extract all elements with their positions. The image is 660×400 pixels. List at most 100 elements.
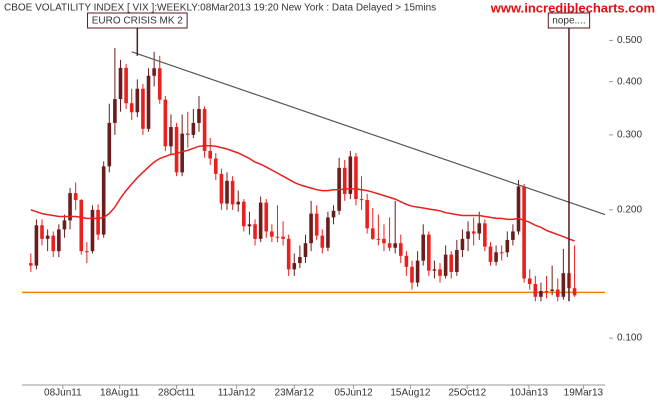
candle-body (253, 224, 257, 239)
candle-body (298, 257, 302, 264)
candle-body (539, 290, 543, 297)
y-tick-label: 0.200 (617, 205, 642, 216)
candle-body (79, 199, 84, 252)
candle-body (202, 109, 207, 151)
candle-body (483, 223, 487, 247)
candle-body (511, 231, 515, 240)
candle-body (57, 229, 61, 252)
candle-body (348, 156, 353, 194)
candle-body (107, 122, 112, 167)
candle-body (129, 103, 134, 113)
candle-body (421, 234, 426, 261)
candle-body (141, 88, 145, 129)
candle-body (359, 199, 364, 201)
candle-body (449, 254, 454, 272)
candle-body (488, 246, 493, 262)
candle-body (90, 209, 95, 252)
candle-body (550, 289, 554, 291)
candle-body (157, 68, 162, 100)
candle-body (258, 202, 263, 239)
candle-body (410, 266, 414, 283)
candle-body (242, 201, 246, 227)
x-tick-label: 23Mar12 (275, 388, 315, 399)
candle-body (34, 225, 39, 266)
candle-body (185, 133, 190, 135)
watermark: www.incrediblecharts.com (490, 0, 655, 15)
candle-body (68, 193, 72, 221)
candle-body (309, 213, 313, 244)
candle-body (247, 224, 252, 227)
candle-body (225, 180, 229, 204)
x-tick-label: 10Jan13 (510, 388, 549, 399)
candle-body (387, 243, 392, 248)
y-tick-label: 0.100 (617, 333, 642, 344)
y-tick-label: 0.300 (617, 130, 642, 141)
candle-body (477, 223, 482, 234)
candle-body (146, 75, 151, 129)
candle-body (404, 255, 409, 267)
candle-body (275, 236, 280, 238)
candle-body (555, 289, 560, 297)
annotation-box (547, 12, 591, 29)
candle-body (342, 167, 347, 194)
x-tick-label: 19Mar13 (564, 388, 604, 399)
moving-average (30, 144, 575, 242)
candle-body (466, 231, 470, 239)
candle-body (219, 173, 224, 204)
annotation-label: EURO CRISIS MK 2 (92, 16, 184, 27)
candle-body (527, 278, 532, 284)
candle-body (427, 234, 431, 271)
candle-body (270, 231, 274, 237)
candle-body (471, 231, 476, 234)
annotation-label: nope.... (552, 16, 585, 27)
candle-body (516, 186, 521, 232)
candle-body (208, 150, 212, 159)
x-tick-label: 11Jan12 (218, 388, 256, 399)
y-tick-label: 0.400 (617, 76, 642, 87)
y-tick-label: 0.500 (617, 35, 642, 46)
candle-body (230, 180, 235, 205)
candle-body (124, 67, 128, 104)
candle-body (135, 88, 140, 113)
candle-body (398, 243, 403, 256)
candle-body (365, 199, 369, 229)
candle-body (432, 269, 437, 271)
candle-body (73, 193, 78, 200)
x-tick-label: 15Aug12 (390, 388, 430, 399)
candle-body (303, 243, 308, 258)
candle-body (40, 225, 44, 239)
x-tick-label: 08Jun11 (44, 388, 82, 399)
candle-body (51, 235, 56, 252)
candle-body (438, 269, 442, 276)
candle-body (415, 260, 420, 283)
candle-body (354, 156, 358, 200)
candle-body (370, 228, 375, 239)
candle-body (85, 251, 89, 253)
candle-body (326, 217, 330, 248)
candle-body (382, 238, 386, 244)
candle-body (561, 273, 566, 297)
x-tick-label: 25Oct12 (448, 388, 486, 399)
x-tick-label: 18Aug11 (100, 388, 140, 399)
candle-body (163, 99, 168, 147)
candle-body (174, 127, 179, 173)
x-tick-label: 28Oct11 (158, 388, 195, 399)
trend-line (131, 51, 606, 216)
candle-body (45, 235, 50, 239)
candle-body (331, 210, 336, 218)
candle-body (152, 68, 156, 76)
candle-body (96, 209, 100, 235)
candle-body (544, 290, 549, 292)
candle-body (180, 133, 184, 173)
candle-body (213, 158, 218, 174)
candle-body (376, 238, 381, 240)
candle-body (62, 220, 67, 230)
x-tick-label: 05Jun12 (334, 388, 373, 399)
candle-body (292, 263, 297, 270)
candle-body (197, 109, 201, 123)
candle-body (533, 283, 538, 297)
candle-body (505, 239, 510, 253)
candle-body (499, 252, 504, 254)
